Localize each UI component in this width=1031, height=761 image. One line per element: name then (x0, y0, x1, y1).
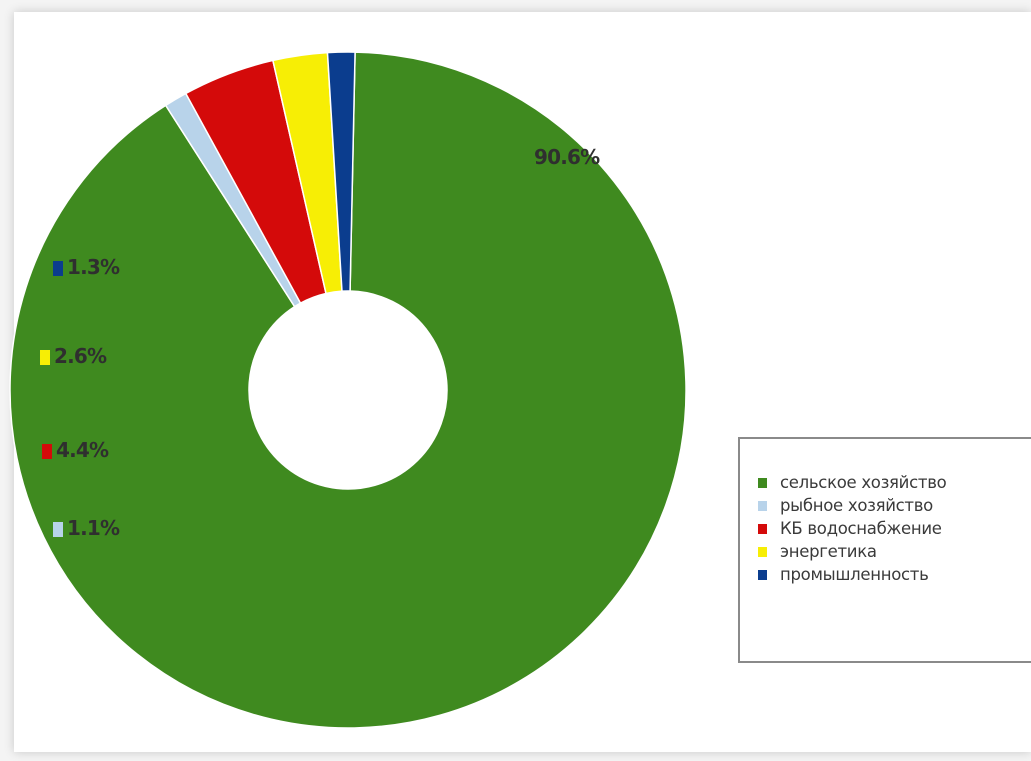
label-value: 1.3% (67, 255, 120, 279)
label-marker (40, 350, 50, 365)
label-marker (42, 444, 52, 459)
label-value: 2.6% (54, 344, 107, 368)
legend-swatch (758, 523, 767, 534)
label-marker (520, 151, 530, 166)
legend-label: сельское хозяйство (780, 473, 947, 492)
data-label-energy: 2.6% (40, 344, 108, 368)
legend-swatch (758, 546, 767, 557)
data-label-fishery: 1.1% (53, 516, 121, 540)
legend-label: энергетика (780, 542, 877, 561)
legend-item-industry: промышленность (758, 563, 1031, 586)
data-label-agriculture: 90.6% (520, 145, 601, 169)
legend-item-agriculture: сельское хозяйство (758, 471, 1031, 494)
data-labels: 90.6% 1.1% 4.4% 2.6% 1.3% (40, 145, 601, 540)
label-value: 4.4% (56, 438, 109, 462)
legend-swatch (758, 477, 767, 488)
label-marker (53, 522, 63, 537)
donut-slices (9, 51, 687, 729)
legend-swatch (758, 569, 767, 580)
legend-label: промышленность (780, 565, 929, 584)
data-label-industry: 1.3% (53, 255, 121, 279)
chart-legend: сельское хозяйство рыбное хозяйство КБ в… (738, 437, 1031, 663)
data-label-water-supply: 4.4% (42, 438, 110, 462)
slice-industry (326, 51, 356, 292)
legend-item-energy: энергетика (758, 540, 1031, 563)
legend-item-fishery: рыбное хозяйство (758, 494, 1031, 517)
legend-label: КБ водоснабжение (780, 519, 942, 538)
label-marker (53, 261, 63, 276)
label-value: 90.6% (534, 145, 600, 169)
slice-agriculture (9, 51, 687, 729)
legend-label: рыбное хозяйство (780, 496, 933, 515)
label-value: 1.1% (67, 516, 120, 540)
legend-item-water-supply: КБ водоснабжение (758, 517, 1031, 540)
legend-swatch (758, 500, 767, 511)
